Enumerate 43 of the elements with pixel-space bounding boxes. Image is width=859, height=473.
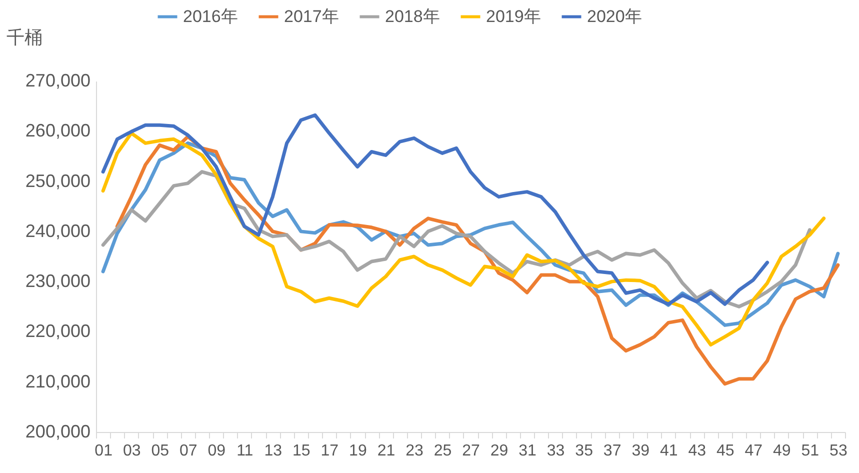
legend-label: 2018年: [385, 6, 440, 26]
x-tick-label: 07: [179, 442, 198, 460]
x-tick-label: 05: [151, 442, 170, 460]
x-tick-label: 13: [264, 442, 282, 460]
x-tick-label: 35: [575, 442, 594, 460]
legend-label: 2020年: [587, 6, 642, 26]
x-tick-label: 01: [94, 442, 113, 460]
x-tick-label: 03: [122, 442, 141, 460]
x-tick-label: 23: [406, 442, 424, 460]
x-tick-label: 41: [660, 442, 678, 460]
legend-label: 2017年: [284, 6, 339, 26]
legend-label: 2019年: [486, 6, 541, 26]
x-tick-label: 47: [744, 442, 763, 460]
x-tick-label: 51: [801, 442, 820, 460]
x-tick-label: 11: [236, 442, 254, 460]
x-tick-label: 37: [603, 442, 622, 460]
x-tick-label: 29: [490, 442, 508, 460]
y-tick-label: 210,000: [25, 371, 90, 392]
y-tick-label: 260,000: [25, 120, 90, 141]
x-tick-label: 09: [208, 442, 226, 460]
x-tick-label: 45: [716, 442, 734, 460]
y-axis-title: 千桶: [6, 28, 42, 48]
x-tick-label: 25: [434, 442, 452, 460]
line-series: [101, 131, 826, 346]
x-tick-label: 53: [830, 442, 848, 460]
line-series: [101, 113, 770, 306]
x-tick-label: 31: [518, 442, 537, 460]
x-tick-label: 49: [773, 442, 791, 460]
y-tick-label: 270,000: [25, 70, 90, 90]
y-tick-label: 230,000: [25, 271, 90, 292]
x-tick-label: 39: [632, 442, 650, 460]
x-tick-label: 27: [462, 442, 480, 460]
y-tick-label: 200,000: [25, 422, 90, 442]
x-tick-label: 17: [320, 442, 339, 460]
x-tick-label: 21: [377, 442, 396, 460]
legend-label: 2016年: [183, 6, 238, 26]
x-tick-label: 15: [292, 442, 310, 460]
x-tick-label: 43: [688, 442, 706, 460]
y-tick-label: 220,000: [25, 321, 90, 342]
y-tick-label: 250,000: [25, 170, 90, 191]
x-tick-label: 33: [546, 442, 565, 460]
y-tick-label: 240,000: [25, 220, 90, 241]
x-tick-label: 19: [349, 442, 367, 460]
